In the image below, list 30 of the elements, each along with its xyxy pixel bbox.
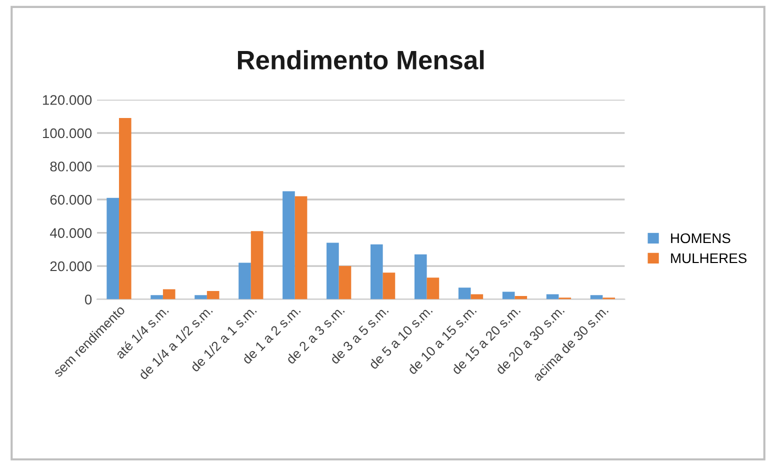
y-tick-label: 40.000 — [50, 228, 92, 238]
y-tick-label: 100.000 — [43, 128, 92, 138]
bar — [382, 272, 396, 300]
y-tick-label: 0 — [84, 294, 92, 304]
bar — [426, 278, 440, 300]
y-tick-label: 60.000 — [50, 194, 92, 205]
bar — [514, 296, 528, 300]
bar — [194, 295, 207, 300]
bar — [458, 288, 471, 300]
bar — [118, 118, 132, 300]
bar — [106, 198, 119, 300]
bar — [414, 254, 427, 300]
bar — [238, 262, 251, 300]
bar — [162, 289, 176, 300]
y-tick-label: 120.000 — [43, 95, 92, 105]
legend-label: MULHERES — [671, 253, 746, 264]
legend-label: HOMENS — [671, 233, 730, 244]
bar — [282, 191, 295, 300]
bar — [502, 292, 515, 300]
bar — [150, 295, 163, 300]
bar — [590, 295, 603, 300]
bar — [206, 290, 220, 300]
bar — [294, 196, 308, 300]
chart-title: Rendimento Mensal — [238, 50, 484, 70]
bar — [326, 242, 339, 300]
y-tick-label: 20.000 — [50, 261, 92, 272]
bar — [370, 244, 383, 300]
bar — [338, 266, 352, 300]
bar — [250, 231, 264, 300]
y-tick-label: 80.000 — [50, 162, 92, 172]
